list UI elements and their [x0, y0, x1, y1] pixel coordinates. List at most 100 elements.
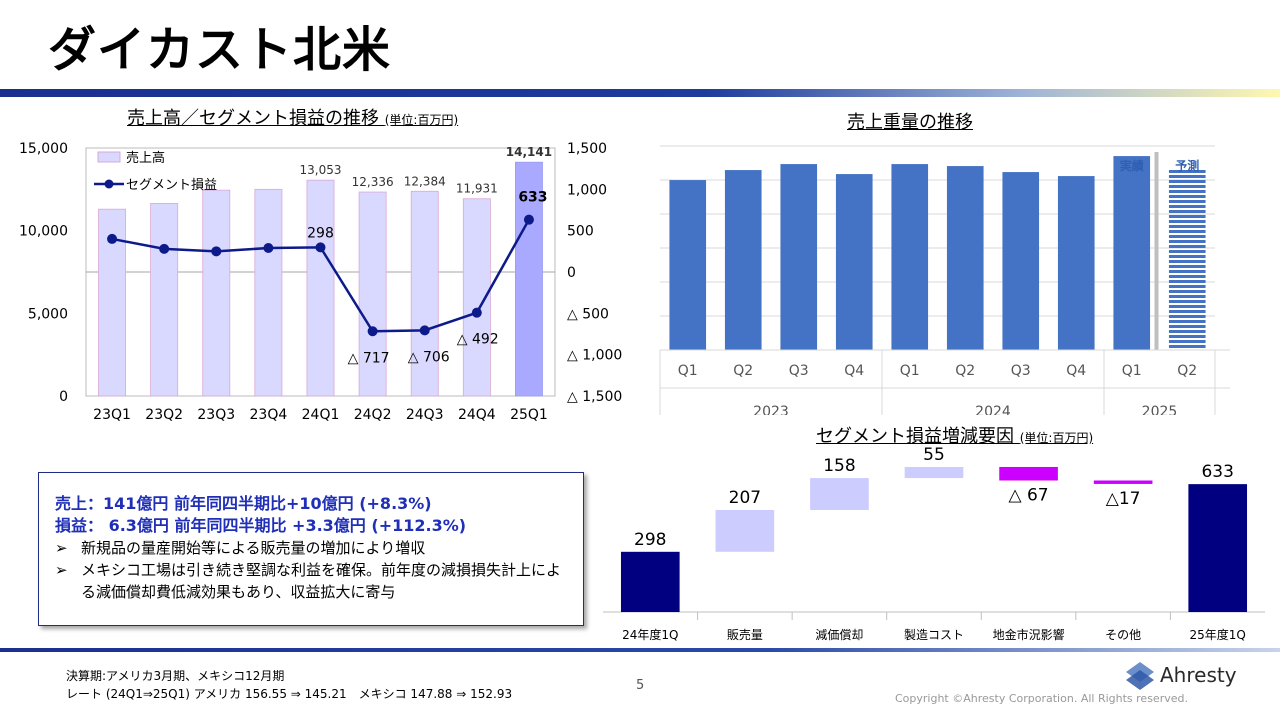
x-tick: 24Q1 — [302, 407, 340, 423]
weight-bar — [1002, 172, 1040, 350]
x-tick: 減価償却 — [815, 627, 863, 642]
profit-label: 633 — [518, 190, 547, 206]
y-right-tick: 1,000 — [567, 182, 607, 198]
weight-chart: Q1 Q2 Q3 Q4 Q1 Q2 Q3 Q4 Q1 Q2 実績 予測 2023 2024 2025 — [659, 145, 1230, 415]
x-tick: 25Q1 — [510, 407, 548, 423]
x-tick: 24Q2 — [354, 407, 392, 423]
x-tick: 23Q2 — [145, 407, 183, 423]
y-left-tick: 5,000 — [28, 306, 68, 322]
sales-bar — [358, 191, 387, 397]
x-tick: Q2 — [1177, 363, 1197, 379]
profit-point — [159, 243, 170, 254]
footnote: 決算期:アメリカ3月期、メキシコ12月期 レート (24Q1⇒25Q1) アメリ… — [66, 667, 512, 703]
waterfall-label: 55 — [923, 445, 945, 465]
waterfall-label: 158 — [823, 456, 855, 476]
legend-label-profit: セグメント損益 — [126, 178, 217, 193]
sales-label: 12,384 — [404, 174, 446, 188]
profit-point — [523, 214, 534, 225]
y-right-tick: 1,500 — [567, 141, 607, 157]
bullet-arrow-icon: ➢ — [55, 561, 68, 579]
legend-marker-profit — [104, 179, 114, 189]
company-logo: Ahresty — [1126, 662, 1237, 690]
bullet-arrow-icon: ➢ — [55, 539, 68, 557]
summary-bullet-text: 新規品の量産開始等による販売量の増加により増収 — [81, 539, 426, 557]
chart3-unit: (単位:百万円) — [1019, 431, 1094, 445]
profit-label: △ 492 — [457, 332, 499, 348]
sales-label: 14,141 — [506, 145, 552, 159]
sales-bar — [306, 179, 335, 397]
sales-label: 11,931 — [456, 182, 498, 196]
x-tick: Q4 — [1066, 363, 1086, 379]
sales-bar — [410, 190, 439, 397]
weight-bar — [1113, 156, 1151, 350]
weight-bar — [891, 164, 929, 350]
waterfall-bar — [715, 509, 775, 552]
y-left-tick: 15,000 — [19, 141, 68, 157]
x-tick: 24Q3 — [406, 407, 444, 423]
summary-bullet-text: メキシコ工場は引き続き堅調な利益を確保。前年度の減損損失計上による減価償却費低減… — [81, 561, 562, 601]
chart3-title-wrap: セグメント損益増減要因 (単位:百万円) — [816, 422, 1093, 448]
profit-point — [263, 243, 274, 254]
summary-profit: 損益： 6.3億円 前年同四半期比 +3.3億円 (+112.3%) — [55, 516, 467, 535]
footnote-line: レート (24Q1⇒25Q1) アメリカ 156.55 ⇒ 145.21 メキシ… — [66, 687, 513, 701]
year-label: 2023 — [753, 404, 789, 415]
profit-label: △ 706 — [408, 349, 450, 365]
page-title: ダイカスト北米 — [48, 22, 392, 78]
y-right-tick: △ 1,500 — [567, 389, 622, 405]
profit-point — [315, 242, 326, 253]
x-tick: Q2 — [733, 363, 753, 379]
y-left-tick: 0 — [59, 389, 68, 405]
logo-text: Ahresty — [1160, 663, 1237, 687]
forecast-separator — [1154, 152, 1159, 350]
profit-point — [211, 246, 222, 257]
waterfall-chart: 298 24年度1Q 207 販売量 158 減価償却 55 製造コスト △ 67 地金市況影響 △… — [603, 445, 1265, 642]
summary-sales: 売上：141億円 前年同四半期比+10億円 (+8.3%) — [55, 494, 432, 513]
chart1-title: 売上高／セグメント損益の推移 — [127, 108, 379, 129]
weight-bar — [669, 180, 707, 350]
waterfall-bar — [1188, 484, 1248, 612]
legend-swatch-sales — [97, 151, 121, 163]
chart2-title: 売上重量の推移 — [847, 112, 973, 133]
y-right-tick: 500 — [567, 224, 594, 240]
sales-profit-chart: 0 5,000 10,000 15,000 △ 1,500 △ 1,000 △ 500 0 50… — [19, 141, 622, 423]
waterfall-label: △17 — [1106, 489, 1141, 509]
y-left-tick: 10,000 — [19, 224, 68, 240]
profit-label: △ 717 — [348, 350, 390, 366]
x-tick: Q2 — [955, 363, 975, 379]
y-right-tick: 0 — [567, 265, 576, 281]
chart3-title: セグメント損益増減要因 — [816, 426, 1014, 447]
year-label: 2024 — [975, 404, 1011, 415]
waterfall-label: △ 67 — [1009, 485, 1049, 505]
label-forecast: 予測 — [1175, 158, 1199, 173]
x-tick: 地金市況影響 — [993, 627, 1065, 642]
x-tick: Q4 — [844, 363, 864, 379]
weight-bar — [1168, 168, 1206, 350]
header-divider — [0, 89, 1280, 97]
y-right-tick: △ 1,000 — [567, 348, 622, 364]
weight-bar — [724, 170, 762, 350]
y-right-tick: △ 500 — [567, 306, 609, 322]
waterfall-bar — [1093, 480, 1153, 484]
x-tick: Q1 — [678, 363, 698, 379]
profit-point — [107, 233, 118, 244]
x-tick: 製造コスト — [904, 628, 964, 642]
footnote-line: 決算期:アメリカ3月期、メキシコ12月期 — [66, 669, 285, 683]
waterfall-bar — [810, 478, 869, 510]
x-tick: 23Q3 — [197, 407, 235, 423]
weight-bar — [1057, 176, 1095, 350]
year-label: 2025 — [1142, 404, 1178, 415]
x-tick: 販売量 — [727, 627, 763, 642]
weight-bar — [946, 166, 984, 350]
x-tick: 24年度1Q — [622, 627, 678, 642]
x-tick: 23Q1 — [93, 407, 131, 423]
logo-mark-icon — [1126, 662, 1154, 690]
sales-bar — [514, 161, 543, 397]
weight-bar — [835, 174, 873, 350]
chart1-title-wrap: 売上高／セグメント損益の推移 (単位:百万円) — [127, 104, 458, 130]
summary-bullet: ➢ 新規品の量産開始等による販売量の増加により増収 — [55, 537, 573, 559]
profit-point — [367, 326, 378, 337]
waterfall-label: 633 — [1201, 462, 1233, 482]
page-number: 5 — [636, 678, 645, 693]
x-tick: 23Q4 — [250, 407, 288, 423]
copyright: Copyright ©Ahresty Corporation. All Righ… — [895, 692, 1188, 705]
